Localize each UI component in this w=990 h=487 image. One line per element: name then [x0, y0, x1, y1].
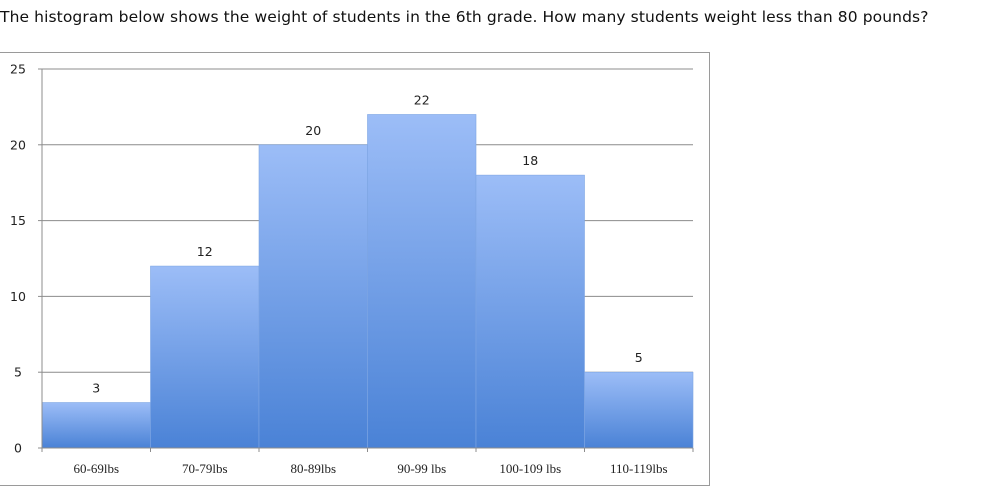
- data-label-5: 5: [635, 350, 643, 365]
- data-label-4: 18: [522, 153, 538, 168]
- y-tick-label-25: 25: [10, 62, 26, 77]
- data-label-3: 22: [414, 92, 430, 107]
- x-tick-labels: 60-69lbs 70-79lbs 80-89lbs 90-99 lbs 100-109…: [74, 461, 668, 476]
- x-tick-label-3: 90-99 lbs: [397, 461, 446, 476]
- y-tick-label-0: 0: [14, 441, 22, 456]
- x-tick-label-1: 70-79lbs: [182, 461, 228, 476]
- x-tick-label-2: 80-89lbs: [291, 461, 337, 476]
- bars: [41, 114, 694, 449]
- y-tick-label-5: 5: [14, 365, 22, 380]
- bar-1: [150, 265, 260, 449]
- data-label-2: 20: [305, 123, 321, 138]
- x-tick-label-0: 60-69lbs: [74, 461, 120, 476]
- data-label-0: 3: [92, 381, 100, 396]
- bar-0: [41, 402, 151, 449]
- bar-3: [367, 114, 477, 449]
- y-tick-label-15: 15: [10, 213, 26, 228]
- y-tick-label-10: 10: [10, 289, 26, 304]
- y-tick-labels: 0 5 10 15 20 25: [10, 62, 26, 456]
- data-labels: 3 12 20 22 18 5: [92, 92, 642, 395]
- bar-4: [475, 174, 585, 449]
- question-text: The histogram below shows the weight of …: [0, 8, 929, 26]
- y-tick-label-20: 20: [10, 137, 26, 152]
- axes: [38, 68, 694, 452]
- x-tick-label-4: 100-109 lbs: [499, 461, 561, 476]
- x-tick-label-5: 110-119lbs: [610, 461, 668, 476]
- data-label-1: 12: [197, 244, 213, 259]
- bar-5: [584, 371, 694, 449]
- bar-2: [258, 144, 368, 449]
